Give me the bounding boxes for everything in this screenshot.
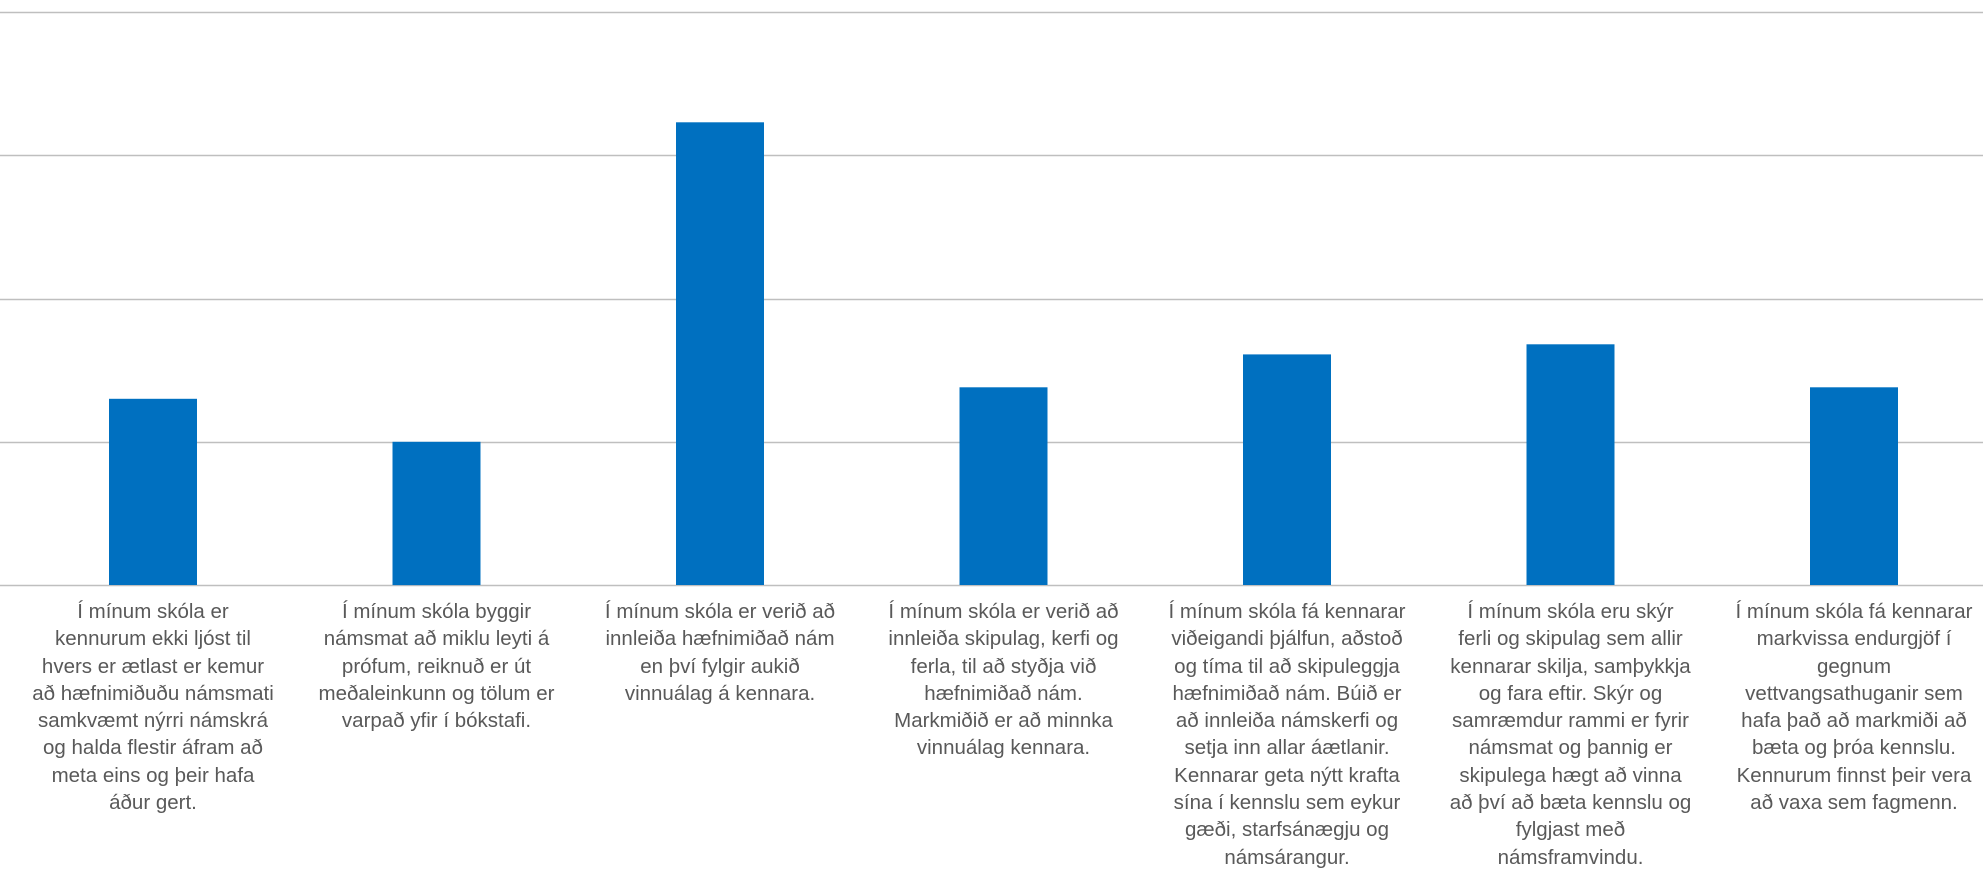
gridlines — [0, 11, 1983, 587]
bars — [109, 122, 1898, 586]
bar-4 — [959, 387, 1048, 585]
bar-1 — [109, 398, 197, 585]
bar-6 — [1526, 344, 1615, 585]
category-label-2: Í mínum skóla byggir námsmat að miklu le… — [318, 600, 555, 733]
category-label-3: Í mínum skóla er verið að innleiða hæfni… — [604, 600, 836, 705]
category-label-1: Í mínum skóla er kennurum ekki ljóst til… — [32, 600, 274, 815]
category-label-5: Í mínum skóla fá kennarar viðeigandi þjá… — [1168, 600, 1406, 869]
bar-5 — [1243, 354, 1331, 585]
category-label-6: Í mínum skóla eru skýr ferli og skipulag… — [1449, 600, 1692, 869]
category-label-7: Í mínum skóla fá kennarar markvissa endu… — [1735, 600, 1973, 815]
category-label-4: Í mínum skóla er verið að innleiða skipu… — [888, 600, 1119, 760]
bar-2 — [392, 441, 481, 586]
bar-3 — [676, 122, 764, 586]
bar-7 — [1810, 387, 1898, 585]
